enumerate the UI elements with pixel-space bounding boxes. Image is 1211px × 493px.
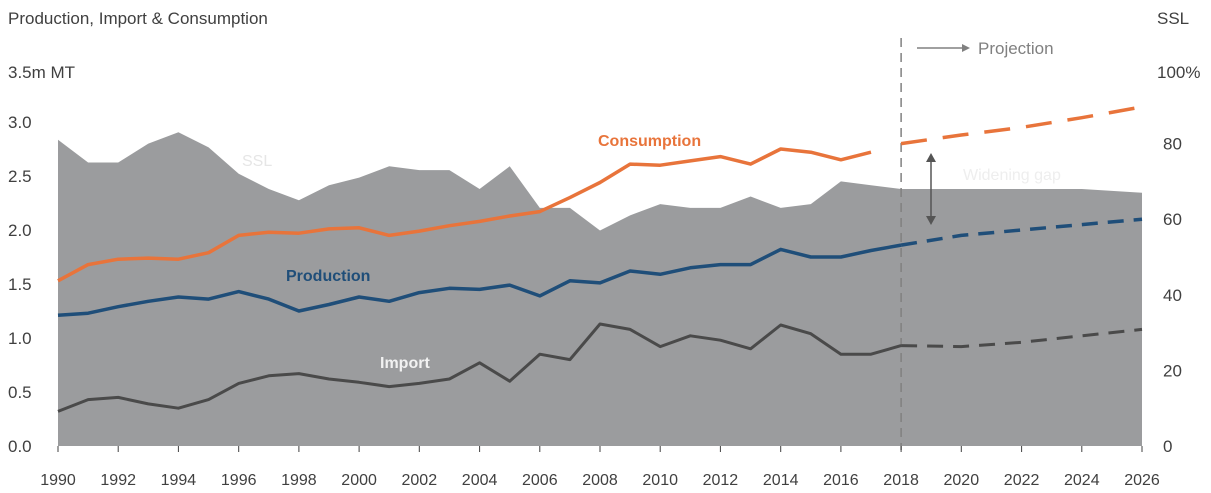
- x-tick-label: 2022: [1004, 472, 1040, 489]
- series-lines-layer: [57, 105, 1143, 413]
- x-tick-label: 2010: [642, 472, 678, 489]
- projection-label: Projection: [978, 39, 1054, 58]
- left-tick-label: 2.5: [8, 167, 32, 186]
- import-annotation: Import: [380, 355, 430, 372]
- ssl-area: [58, 132, 1142, 447]
- x-tick-label: 2026: [1124, 472, 1160, 489]
- right-tick-label: 0: [1163, 437, 1172, 456]
- x-tick-label: 1992: [100, 472, 136, 489]
- x-tick-label: 1998: [281, 472, 317, 489]
- x-tick-label: 2002: [402, 472, 438, 489]
- x-tick-label: 2004: [462, 472, 498, 489]
- x-tick-label: 1996: [221, 472, 257, 489]
- left-axis-label: 3.5m MT: [8, 63, 75, 82]
- import-line: [57, 322, 902, 413]
- x-tick-label: 1990: [40, 472, 76, 489]
- production-annotation: Production: [286, 268, 370, 285]
- right-axis-title: SSL: [1157, 9, 1189, 28]
- widening-gap-arrow-icon: [926, 153, 936, 225]
- x-tick-label: 2024: [1064, 472, 1100, 489]
- import-projection-line: [901, 327, 1143, 349]
- right-axis-label: 100%: [1157, 63, 1200, 82]
- axis-ticks-layer: 0.0 0.5 1.0 1.5 2.0 2.5 3.0 0 20 40 60 80 1990 1992 19…: [8, 113, 1182, 489]
- ssl-annotation: SSL: [242, 153, 272, 170]
- x-tick-label: 2012: [703, 472, 739, 489]
- left-tick-label: 0.0: [8, 437, 32, 456]
- left-tick-label: 3.0: [8, 113, 32, 132]
- widening-gap-annotation: Widening gap: [963, 167, 1061, 184]
- x-tick-label: 2018: [883, 472, 919, 489]
- right-tick-label: 80: [1163, 135, 1182, 154]
- x-tick-label: 2020: [944, 472, 980, 489]
- consumption-annotation: Consumption: [598, 133, 701, 150]
- x-tick-label: 2014: [763, 472, 799, 489]
- production-line: [57, 243, 902, 318]
- right-tick-label: 20: [1163, 361, 1182, 380]
- left-tick-label: 1.5: [8, 275, 32, 294]
- x-tick-label: 2006: [522, 472, 558, 489]
- x-tick-label: 2000: [341, 472, 377, 489]
- left-tick-label: 1.0: [8, 329, 32, 348]
- consumption-projection-line: [900, 105, 1143, 146]
- right-tick-label: 60: [1163, 210, 1182, 229]
- x-tick-label: 2008: [582, 472, 618, 489]
- ssl-area-layer: [58, 132, 1142, 447]
- consumption-line: [57, 147, 872, 283]
- projection-arrow-icon: [917, 44, 970, 52]
- production-projection-line: [900, 217, 1143, 247]
- right-tick-label: 40: [1163, 286, 1182, 305]
- left-tick-label: 0.5: [8, 383, 32, 402]
- x-tick-label: 2016: [823, 472, 859, 489]
- x-tick-label: 1994: [161, 472, 197, 489]
- chart-title: Production, Import & Consumption: [8, 9, 268, 28]
- left-tick-label: 2.0: [8, 221, 32, 240]
